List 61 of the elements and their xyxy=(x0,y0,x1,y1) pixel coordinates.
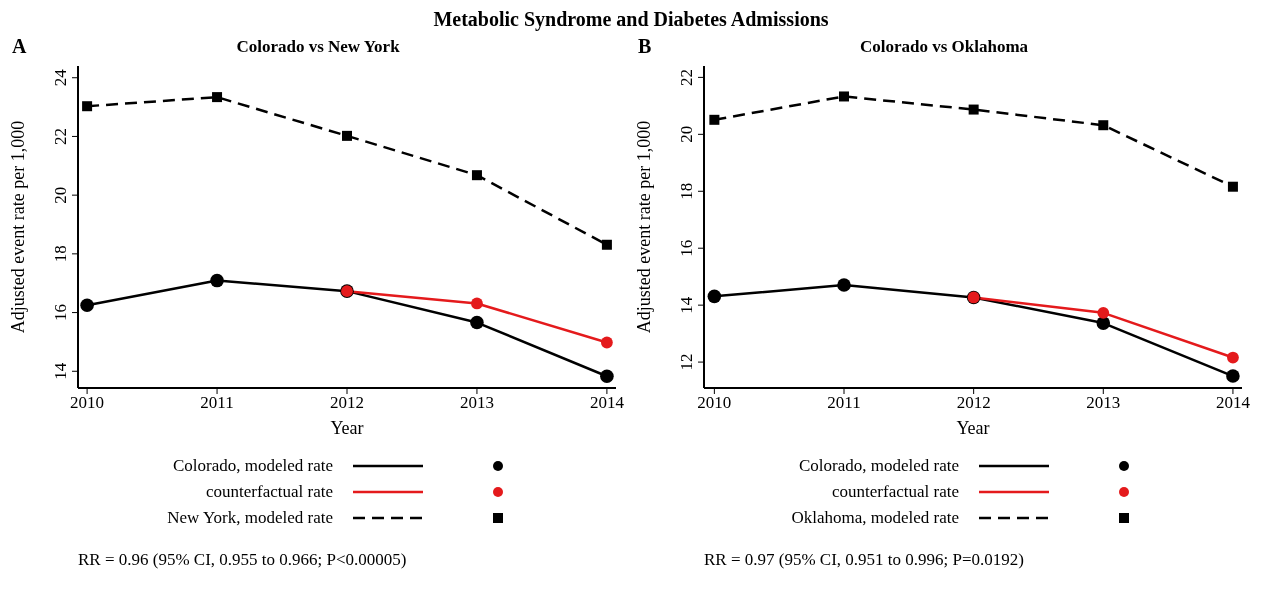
y-tick-label: 18 xyxy=(51,245,70,263)
point xyxy=(1226,369,1240,383)
x-tick-label: 2013 xyxy=(459,393,494,413)
y-axis-title: Adjusted event rate per 1,000 xyxy=(8,120,29,334)
point xyxy=(471,297,483,310)
legend-label: Oklahoma, modeled rate xyxy=(790,508,960,528)
point xyxy=(82,101,93,112)
y-tick-label: 12 xyxy=(677,353,696,371)
point xyxy=(709,114,720,125)
y-tick-label: 20 xyxy=(677,125,696,143)
point xyxy=(471,170,482,181)
x-tick-label: 2010 xyxy=(70,393,105,413)
x-tick-label: 2012 xyxy=(330,393,364,413)
point xyxy=(707,289,722,304)
chart-title: Metabolic Syndrome and Diabetes Admissions xyxy=(432,8,830,31)
point xyxy=(342,130,352,141)
y-tick-label: 14 xyxy=(51,362,70,380)
x-tick-label: 2013 xyxy=(1086,393,1121,413)
legend-label: Colorado, modeled rate xyxy=(171,456,334,476)
point xyxy=(212,92,223,103)
y-tick-label: 18 xyxy=(677,182,696,200)
x-axis-title: Year xyxy=(330,418,364,438)
point xyxy=(1227,181,1238,192)
text: RR = 0.97 (95% CI, 0.951 to 0.996; P=0.0192) xyxy=(703,550,1025,570)
x-tick-label: 2011 xyxy=(827,393,861,413)
y-tick-label: 16 xyxy=(51,304,70,322)
x-tick-label: 2014 xyxy=(589,393,625,413)
point xyxy=(1098,120,1109,131)
legend-label: counterfactual rate xyxy=(831,482,960,502)
x-tick-label: 2011 xyxy=(200,393,234,413)
point xyxy=(470,315,484,330)
y-tick-label: 14 xyxy=(677,296,696,314)
point xyxy=(1227,351,1239,364)
point xyxy=(600,369,614,384)
point xyxy=(210,273,224,288)
legend-label: New York, modeled rate xyxy=(166,508,334,528)
text: A xyxy=(12,35,27,58)
legend-label: counterfactual rate xyxy=(205,482,334,502)
point xyxy=(601,239,612,250)
point xyxy=(837,278,851,292)
point xyxy=(1097,306,1110,319)
x-tick-label: 2012 xyxy=(956,393,991,413)
point xyxy=(1096,316,1111,330)
y-tick-label: 16 xyxy=(677,239,696,257)
y-tick-label: 22 xyxy=(677,68,696,86)
y-tick-label: 20 xyxy=(51,186,70,204)
x-tick-label: 2014 xyxy=(1215,393,1251,413)
chart-subtitle: Colorado vs Oklahoma xyxy=(859,37,1029,56)
y-tick-label: 22 xyxy=(51,127,70,145)
chart-subtitle: Colorado vs New York xyxy=(236,37,400,56)
legend-label: Colorado, modeled rate xyxy=(797,456,960,476)
point xyxy=(968,104,979,115)
x-axis-title: Year xyxy=(956,418,990,438)
x-tick-label: 2010 xyxy=(697,393,732,413)
text: B xyxy=(638,35,652,58)
y-axis-title: Adjusted event rate per 1,000 xyxy=(634,120,655,334)
point xyxy=(80,298,94,313)
point xyxy=(601,336,613,349)
text: RR = 0.96 (95% CI, 0.955 to 0.966; P<0.00005) xyxy=(77,550,408,570)
point xyxy=(839,91,850,102)
y-tick-label: 24 xyxy=(51,68,70,87)
